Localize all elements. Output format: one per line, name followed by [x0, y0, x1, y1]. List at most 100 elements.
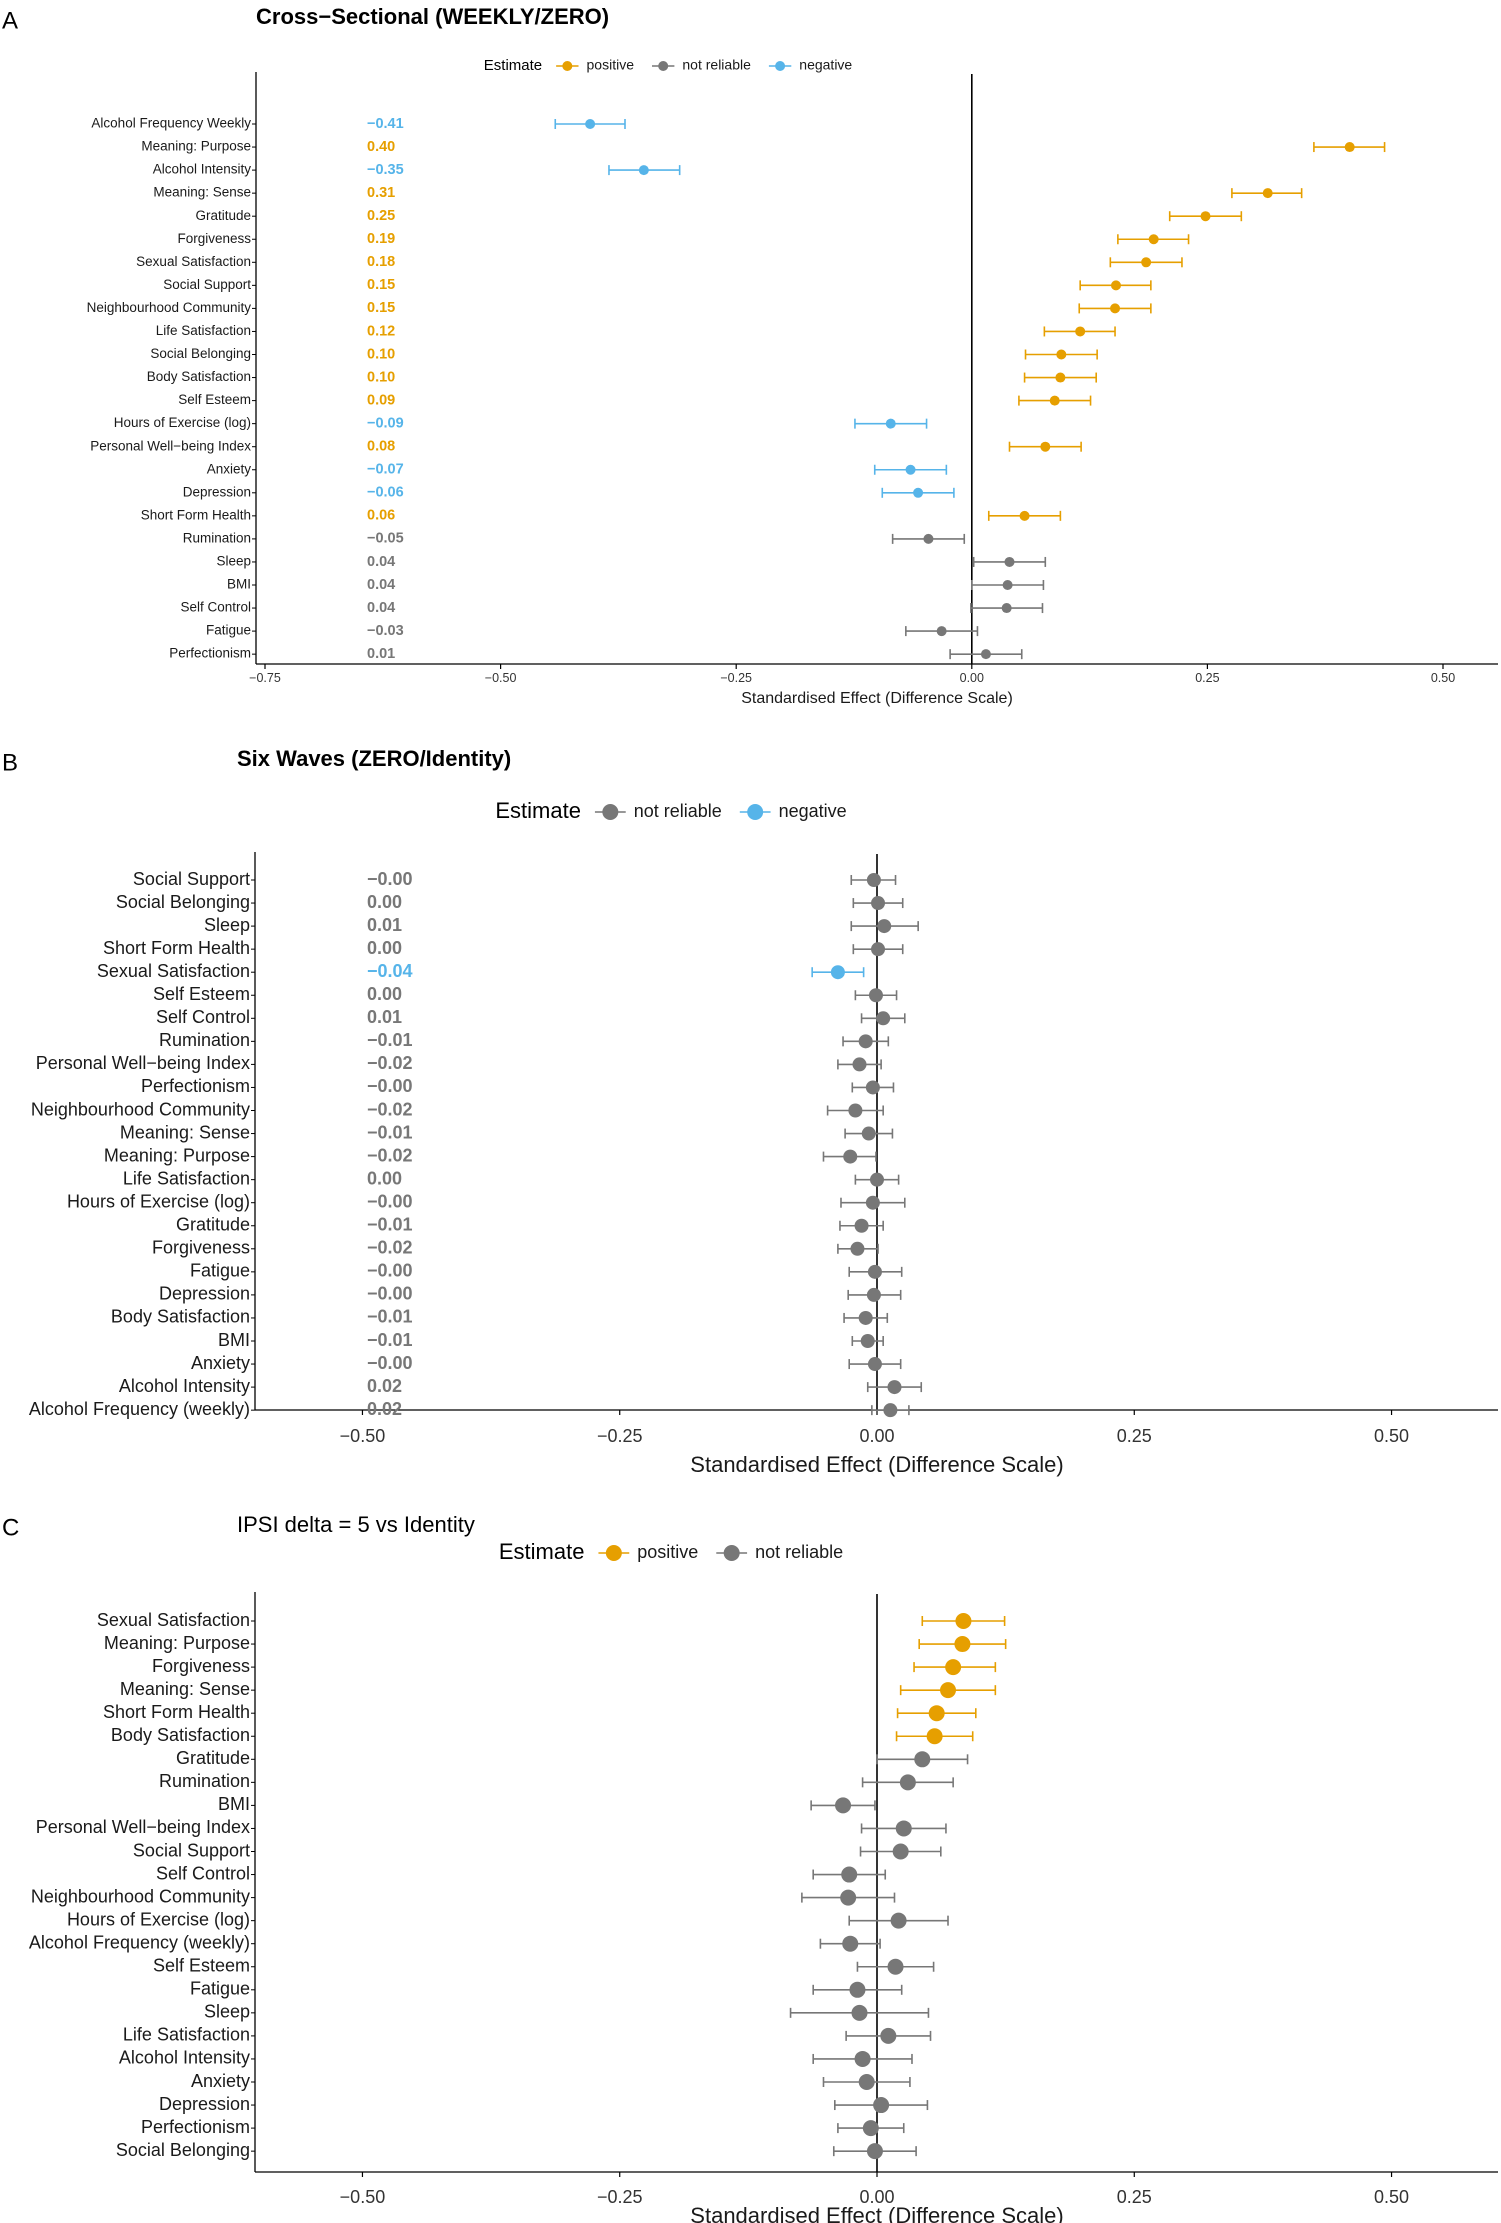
row-label: Self Control: [156, 1863, 250, 1883]
row-label: Gratitude: [176, 1215, 250, 1235]
value-label: 0.02: [367, 1376, 402, 1396]
estimate-point: [887, 1380, 902, 1395]
estimate-point: [1004, 556, 1015, 567]
estimate-point: [926, 1728, 943, 1745]
row-label: Life Satisfaction: [123, 2025, 250, 2045]
value-label: 0.19: [367, 231, 395, 247]
estimate-point: [1002, 580, 1013, 590]
legend-label: negative: [799, 57, 852, 73]
row-alcohol-frequency-weekly: Alcohol Frequency (weekly) 0.02: [29, 1399, 910, 1419]
estimate-point: [887, 1958, 904, 1975]
row-label: Fatigue: [190, 1979, 250, 1999]
value-label: 0.40: [367, 139, 395, 155]
estimate-point: [865, 1195, 880, 1210]
row-depression: Depression −0.00: [159, 1284, 902, 1304]
row-label: Forgiveness: [177, 231, 251, 246]
row-label: Social Belonging: [150, 346, 251, 361]
row-meaning-sense: Meaning: Sense 0.31: [153, 185, 1303, 201]
estimate-point: [899, 1774, 916, 1791]
legend-label: not reliable: [755, 1542, 843, 1562]
value-label: 0.15: [367, 300, 395, 316]
row-self-esteem: Self Esteem: [153, 1956, 935, 1976]
row-label: Social Support: [163, 277, 251, 292]
row-alcohol-intensity: Alcohol Intensity −0.35: [153, 162, 681, 178]
estimate-point: [585, 119, 596, 129]
panel-b: B Six Waves (ZERO/Identity) Estimate not re…: [2, 746, 1498, 1477]
legend-title: Estimate: [484, 57, 542, 74]
row-depression: Depression −0.06: [183, 484, 955, 501]
row-anxiety: Anxiety −0.07: [207, 461, 948, 478]
row-short-form-health: Short Form Health 0.00: [103, 938, 904, 958]
estimate-point: [877, 919, 892, 934]
row-label: Neighbourhood Community: [31, 1886, 250, 1906]
value-label: −0.00: [367, 1284, 413, 1304]
row-label: Life Satisfaction: [156, 323, 251, 338]
legend-item-not-reliable: not reliable: [594, 801, 722, 821]
row-sleep: Sleep: [204, 2002, 930, 2022]
estimate-point: [954, 1636, 971, 1653]
panel-letter: B: [2, 749, 18, 776]
estimate-point: [842, 1935, 859, 1952]
estimate-point: [936, 626, 947, 637]
estimate-point: [871, 942, 886, 957]
row-self-control: Self Control 0.04: [180, 600, 1044, 616]
legend-item-negative: negative: [739, 801, 847, 821]
row-personal-well-being-index: Personal Well−being Index 0.08: [90, 438, 1082, 455]
value-label: −0.01: [367, 1030, 413, 1050]
estimate-point: [843, 1149, 858, 1164]
value-label: −0.02: [367, 1145, 413, 1165]
estimate-point: [867, 1357, 882, 1372]
row-label: Fatigue: [206, 623, 251, 638]
estimate-point: [1110, 303, 1121, 314]
row-label: Meaning: Sense: [120, 1122, 250, 1142]
row-self-esteem: Self Esteem 0.00: [153, 984, 898, 1004]
value-label: 0.00: [367, 1168, 402, 1188]
value-label: −0.01: [367, 1215, 413, 1235]
row-label: Alcohol Frequency Weekly: [91, 116, 251, 131]
row-label: Body Satisfaction: [111, 1307, 250, 1327]
row-label: Body Satisfaction: [111, 1725, 250, 1745]
value-label: 0.09: [367, 392, 395, 408]
row-label: Self Esteem: [178, 392, 251, 407]
value-label: 0.06: [367, 508, 395, 524]
row-bmi: BMI −0.01: [218, 1330, 884, 1350]
row-social-belonging: Social Belonging 0.00: [116, 892, 904, 912]
row-label: Sleep: [216, 554, 251, 569]
row-meaning-purpose: Meaning: Purpose 0.40: [141, 139, 1386, 155]
x-axis-title: Standardised Effect (Difference Scale): [690, 1452, 1063, 1477]
value-label: 0.10: [367, 346, 395, 362]
row-social-support: Social Support −0.00: [133, 869, 897, 889]
row-label: Meaning: Purpose: [104, 1633, 250, 1653]
legend-key-dot: [775, 61, 786, 71]
panel-title: Cross−Sectional (WEEKLY/ZERO): [256, 4, 609, 29]
x-tick-label: −0.50: [340, 1426, 386, 1446]
row-label: Meaning: Purpose: [104, 1145, 250, 1165]
x-tick-label: −0.25: [597, 2187, 643, 2207]
x-tick-label: −0.50: [485, 671, 517, 685]
row-label: Hours of Exercise (log): [114, 415, 251, 430]
value-label: 0.10: [367, 369, 395, 385]
row-label: Anxiety: [191, 1353, 250, 1373]
row-perfectionism: Perfectionism: [141, 2117, 905, 2137]
row-meaning-purpose: Meaning: Purpose: [104, 1633, 1007, 1653]
row-label: Sexual Satisfaction: [136, 254, 251, 269]
estimate-point: [1075, 326, 1086, 337]
row-label: Alcohol Intensity: [119, 2048, 250, 2068]
row-life-satisfaction: Life Satisfaction 0.00: [123, 1168, 900, 1188]
row-label: Gratitude: [195, 208, 251, 223]
value-label: 0.31: [367, 185, 395, 201]
row-perfectionism: Perfectionism 0.01: [169, 646, 1023, 662]
estimate-point: [841, 1866, 858, 1883]
legend-item-positive: positive: [556, 57, 634, 73]
row-alcohol-frequency-weekly: Alcohol Frequency Weekly −0.41: [91, 116, 626, 132]
legend-label: negative: [779, 801, 847, 821]
value-label: −0.41: [367, 116, 404, 132]
row-gratitude: Gratitude −0.01: [176, 1215, 884, 1235]
legend-item-not-reliable: not reliable: [651, 57, 751, 73]
value-label: −0.03: [367, 623, 404, 639]
row-neighbourhood-community: Neighbourhood Community: [31, 1886, 896, 1906]
row-life-satisfaction: Life Satisfaction: [123, 2025, 932, 2045]
estimate-point: [860, 1334, 875, 1348]
x-tick-label: −0.25: [720, 671, 752, 685]
row-label: Anxiety: [207, 461, 252, 476]
